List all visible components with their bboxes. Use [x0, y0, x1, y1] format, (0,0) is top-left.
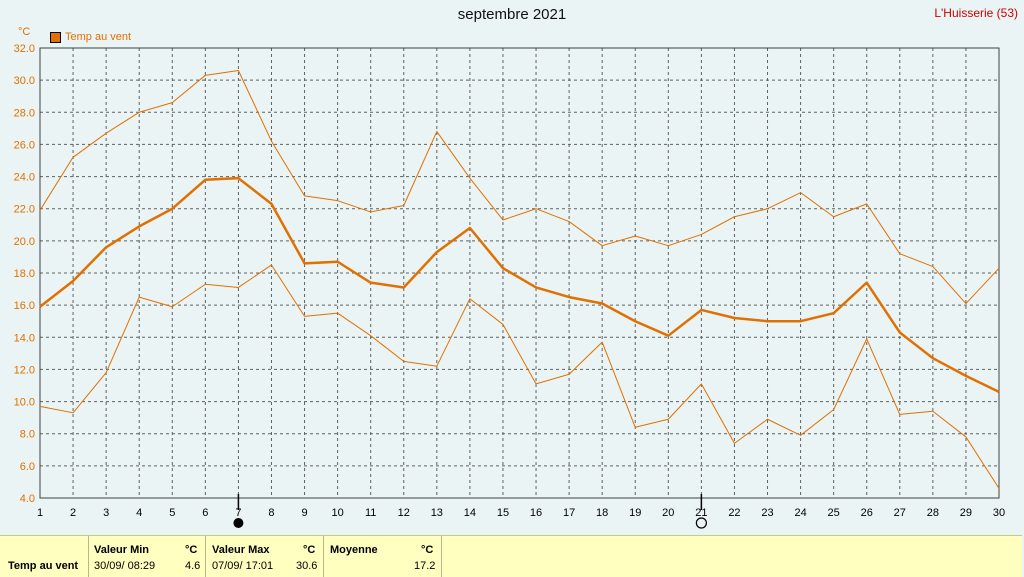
footer-row-label: Temp au vent	[8, 560, 79, 572]
x-tick-label: 24	[794, 507, 806, 519]
x-tick-label: 25	[828, 507, 840, 519]
x-tick-label: 29	[960, 507, 972, 519]
x-tick-label: 17	[563, 507, 575, 519]
x-tick-label: 15	[497, 507, 509, 519]
temperature-chart: 4.0 6.0 8.0 10.0 12.0 14.0 16.0 18.0 20.0 22.0 24.…	[14, 43, 1005, 529]
x-tick-label: 10	[331, 507, 343, 519]
x-tick-label: 12	[398, 507, 410, 519]
station-name: L'Huisserie (53)	[934, 6, 1018, 20]
x-tick-label: 23	[761, 507, 773, 519]
min-unit: °C	[185, 544, 198, 556]
x-tick-label: 26	[861, 507, 873, 519]
x-tick-label: 18	[596, 507, 608, 519]
avg-label: Moyenne	[330, 544, 378, 556]
stats-footer: Temp au vent Valeur Min °C 30/09/ 08:29 …	[0, 535, 1022, 577]
x-tick-label: 21	[695, 507, 707, 519]
y-tick-label: 32.0	[14, 43, 35, 55]
y-tick-label: 6.0	[20, 461, 35, 473]
y-tick-label: 18.0	[14, 268, 35, 280]
new-moon-icon	[233, 518, 244, 528]
y-tick-label: 26.0	[14, 139, 35, 151]
max-unit: °C	[303, 544, 316, 556]
plot-frame	[39, 47, 1000, 499]
x-tick-label: 3	[103, 507, 109, 519]
series-line-average	[39, 176, 1000, 394]
footer-divider	[441, 536, 442, 577]
x-tick-label: 16	[530, 507, 542, 519]
x-tick-label: 30	[993, 507, 1005, 519]
y-tick-label: 20.0	[14, 236, 35, 248]
footer-divider	[323, 536, 324, 577]
x-tick-label: 4	[136, 507, 142, 519]
y-tick-label: 16.0	[14, 300, 35, 312]
max-value: 30.6	[296, 560, 318, 572]
y-tick-label: 12.0	[14, 364, 35, 376]
x-tick-label: 5	[169, 507, 175, 519]
x-tick-label: 19	[629, 507, 641, 519]
x-tick-label: 11	[365, 507, 376, 519]
min-value: 4.6	[185, 560, 201, 572]
x-tick-label: 8	[268, 507, 274, 519]
footer-divider	[88, 536, 89, 577]
x-tick-label: 14	[464, 507, 476, 519]
y-tick-label: 10.0	[14, 397, 35, 409]
max-label: Valeur Max	[212, 544, 270, 556]
x-tick-label: 22	[728, 507, 740, 519]
y-tick-label: 28.0	[14, 107, 35, 119]
x-tick-label: 27	[894, 507, 906, 519]
chart-title: septembre 2021	[457, 6, 567, 23]
avg-value: 17.2	[414, 560, 436, 572]
x-tick-label: 7	[235, 507, 241, 519]
y-tick-label: 30.0	[14, 75, 35, 87]
y-tick-label: 24.0	[14, 172, 35, 184]
x-tick-label: 20	[662, 507, 674, 519]
legend: Temp au vent	[50, 31, 131, 43]
y-tick-label: 14.0	[14, 332, 35, 344]
y-axis-unit: °C	[18, 26, 31, 38]
x-tick-label: 28	[927, 507, 939, 519]
x-tick-label: 1	[37, 507, 43, 519]
y-tick-label: 4.0	[20, 493, 35, 505]
x-tick-label: 6	[202, 507, 208, 519]
legend-label: Temp au vent	[65, 31, 132, 43]
series-line-max	[39, 70, 1000, 305]
min-datetime: 30/09/ 08:29	[94, 560, 156, 572]
x-tick-label: 9	[301, 507, 307, 519]
x-tick-label: 13	[431, 507, 443, 519]
max-datetime: 07/09/ 17:01	[212, 560, 274, 572]
y-tick-label: 22.0	[14, 204, 35, 216]
footer-divider	[205, 536, 206, 577]
x-tick-label: 2	[70, 507, 76, 519]
min-label: Valeur Min	[94, 544, 150, 556]
legend-swatch	[50, 31, 61, 43]
full-moon-icon	[695, 517, 707, 529]
y-tick-label: 8.0	[20, 429, 35, 441]
avg-unit: °C	[421, 544, 434, 556]
series-line-min	[39, 264, 1000, 489]
